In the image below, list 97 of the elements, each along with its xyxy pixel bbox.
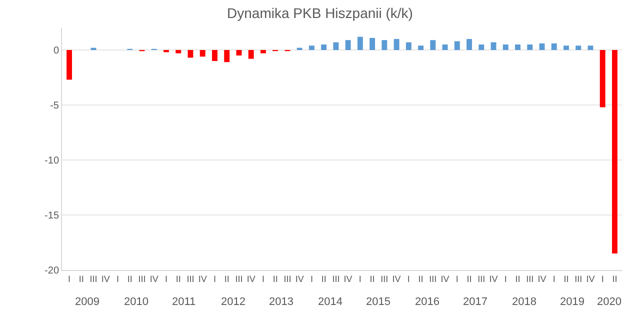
bar: [394, 39, 400, 50]
x-tick-label: I: [262, 274, 264, 284]
x-tick-label: I: [456, 274, 458, 284]
x-tick-label: IV: [101, 274, 110, 284]
x-tick-label: IV: [392, 274, 401, 284]
bar: [612, 50, 618, 254]
bar: [430, 40, 436, 50]
bar: [176, 50, 182, 54]
x-tick-label: II: [612, 274, 618, 284]
bar: [212, 50, 218, 61]
x-tick-label: III: [478, 274, 486, 284]
bar: [308, 46, 314, 50]
text: 2017: [463, 296, 488, 308]
x-tick-label: IV: [198, 274, 207, 284]
x-tick-label: III: [332, 274, 340, 284]
x-tick-label: I: [358, 274, 362, 284]
bar: [502, 44, 508, 50]
x-tick-label: III: [574, 274, 582, 284]
bar: [406, 42, 412, 50]
text: 2012: [221, 296, 246, 308]
x-tick-label: II: [272, 274, 278, 284]
bar: [588, 46, 594, 50]
bar: [382, 40, 388, 50]
bar: [418, 46, 424, 50]
text: 2010: [124, 296, 148, 308]
x-tick-label: I: [601, 274, 604, 284]
text: 2020: [597, 296, 622, 308]
text: 2011: [172, 296, 196, 308]
x-tick-label: III: [90, 274, 98, 284]
x-tick-label: I: [213, 274, 216, 284]
x-tick-label: II: [176, 274, 181, 284]
chart-title: Dynamika PKB Hiszpanii (k/k): [227, 4, 413, 21]
y-tick-label: -5: [50, 100, 60, 112]
text: 2009: [75, 296, 100, 308]
x-tick-label: III: [138, 274, 146, 284]
bar: [466, 39, 472, 50]
text: 2016: [415, 296, 440, 308]
x-tick-label: II: [418, 274, 424, 284]
x-tick-label: II: [370, 274, 375, 284]
text: 2013: [269, 296, 294, 308]
x-tick-label: I: [116, 274, 120, 284]
bar: [248, 50, 254, 59]
x-tick-label: II: [515, 274, 520, 284]
x-tick-label: II: [466, 274, 472, 284]
bar: [442, 44, 448, 50]
x-tick-label: III: [380, 274, 388, 284]
x-tick-label: I: [552, 274, 556, 284]
bar: [515, 44, 520, 50]
bar: [478, 44, 484, 50]
y-tick-label: -10: [44, 156, 60, 166]
bar: [200, 50, 206, 57]
x-tick-label: II: [564, 274, 569, 284]
bar: [236, 50, 242, 56]
x-tick-label: IV: [295, 274, 304, 284]
text: 2019: [560, 296, 584, 308]
bar: [357, 36, 363, 50]
bar: [576, 46, 582, 50]
bar: [321, 44, 327, 50]
y-tick-label: -15: [44, 210, 60, 222]
x-tick-label: IV: [586, 274, 595, 284]
x-tick-label: IV: [246, 274, 256, 284]
bar: [564, 46, 569, 50]
x-tick-label: I: [407, 274, 410, 284]
text: 2014: [318, 296, 342, 308]
bar: [551, 43, 557, 50]
y-tick-label: -20: [44, 266, 60, 276]
bar: [224, 50, 230, 62]
bar: [260, 50, 266, 54]
x-tick-label: III: [429, 274, 437, 284]
x-tick-label: III: [284, 274, 292, 284]
bar: [66, 50, 72, 80]
x-tick-label: II: [224, 274, 230, 284]
bar: [370, 38, 376, 50]
bar: [527, 44, 533, 50]
bar: [600, 50, 606, 108]
x-tick-label: III: [526, 274, 534, 284]
x-tick-label: II: [127, 274, 132, 284]
x-tick-label: IV: [344, 274, 352, 284]
text: 2018: [512, 296, 536, 308]
x-tick-label: I: [310, 274, 313, 284]
x-tick-label: IV: [489, 274, 498, 284]
text: 2015: [366, 296, 390, 308]
x-tick-label: II: [321, 274, 326, 284]
bar: [333, 42, 339, 50]
x-tick-label: I: [504, 274, 507, 284]
x-tick-label: IV: [440, 274, 450, 284]
bar: [539, 43, 545, 50]
x-tick-label: I: [68, 274, 71, 284]
x-tick-label: III: [186, 274, 194, 284]
x-tick-label: I: [164, 274, 168, 284]
bar: [454, 41, 460, 50]
y-tick-label: 0: [53, 46, 60, 56]
x-tick-label: III: [235, 274, 243, 284]
x-tick-label: IV: [150, 274, 158, 284]
x-tick-label: IV: [538, 274, 546, 284]
x-tick-label: II: [78, 274, 84, 284]
bar: [345, 40, 351, 50]
